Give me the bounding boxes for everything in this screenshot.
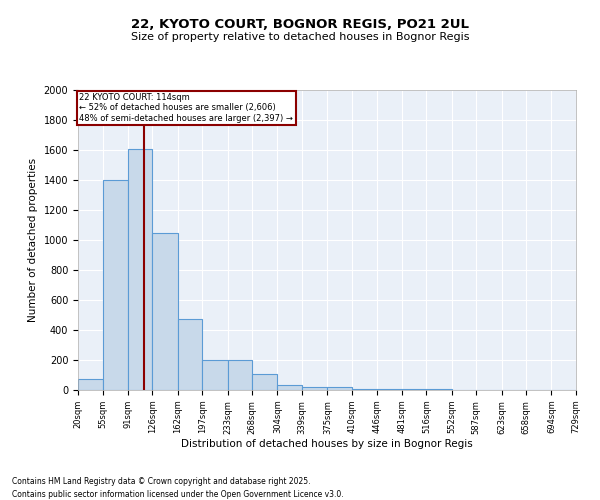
Bar bbox=[427, 389, 452, 390]
Bar bbox=[352, 389, 377, 390]
Text: 22 KYOTO COURT: 114sqm
← 52% of detached houses are smaller (2,606)
48% of semi-: 22 KYOTO COURT: 114sqm ← 52% of detached… bbox=[79, 93, 293, 123]
Text: Contains public sector information licensed under the Open Government Licence v3: Contains public sector information licen… bbox=[12, 490, 344, 499]
Bar bbox=[302, 387, 328, 390]
Bar bbox=[377, 389, 402, 390]
Bar bbox=[402, 389, 427, 390]
Text: Size of property relative to detached houses in Bognor Regis: Size of property relative to detached ho… bbox=[131, 32, 469, 42]
Bar bbox=[152, 232, 178, 390]
Bar bbox=[227, 360, 252, 390]
Text: Contains HM Land Registry data © Crown copyright and database right 2025.: Contains HM Land Registry data © Crown c… bbox=[12, 478, 311, 486]
Bar bbox=[202, 360, 227, 390]
Bar bbox=[277, 385, 302, 390]
Bar bbox=[128, 148, 152, 390]
Bar bbox=[78, 379, 103, 390]
Text: 22, KYOTO COURT, BOGNOR REGIS, PO21 2UL: 22, KYOTO COURT, BOGNOR REGIS, PO21 2UL bbox=[131, 18, 469, 30]
Bar bbox=[252, 374, 277, 390]
Bar bbox=[178, 319, 202, 390]
X-axis label: Distribution of detached houses by size in Bognor Regis: Distribution of detached houses by size … bbox=[181, 439, 473, 449]
Bar bbox=[328, 387, 352, 390]
Bar bbox=[103, 180, 128, 390]
Y-axis label: Number of detached properties: Number of detached properties bbox=[28, 158, 38, 322]
